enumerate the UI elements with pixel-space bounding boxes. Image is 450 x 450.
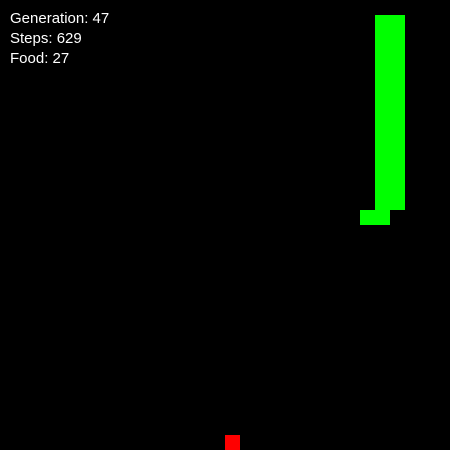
snake-segment bbox=[375, 45, 390, 60]
snake-segment bbox=[390, 150, 405, 165]
snake-segment bbox=[390, 30, 405, 45]
snake-segment bbox=[375, 75, 390, 90]
hud: Generation: 47 Steps: 629 Food: 27 bbox=[10, 9, 109, 69]
snake-segment bbox=[375, 60, 390, 75]
snake-segment bbox=[390, 60, 405, 75]
snake-segment bbox=[375, 30, 390, 45]
snake-segment bbox=[375, 120, 390, 135]
snake-segment bbox=[375, 135, 390, 150]
snake-segment bbox=[375, 15, 390, 30]
snake-segment bbox=[390, 195, 405, 210]
snake-segment bbox=[375, 210, 390, 225]
food-counter: Food: 27 bbox=[10, 49, 109, 69]
snake-segment bbox=[375, 105, 390, 120]
snake-segment bbox=[390, 120, 405, 135]
snake-segment bbox=[375, 150, 390, 165]
snake-segment bbox=[390, 165, 405, 180]
snake-segment bbox=[375, 90, 390, 105]
snake-segment bbox=[390, 15, 405, 30]
food-pellet bbox=[225, 435, 240, 450]
snake-segment bbox=[375, 165, 390, 180]
snake-segment bbox=[375, 195, 390, 210]
snake-segment bbox=[390, 105, 405, 120]
snake-segment bbox=[375, 180, 390, 195]
snake-segment bbox=[390, 180, 405, 195]
snake-segment bbox=[360, 210, 375, 225]
generation-counter: Generation: 47 bbox=[10, 9, 109, 29]
snake-segment bbox=[390, 90, 405, 105]
snake-segment bbox=[390, 135, 405, 150]
snake-segment bbox=[390, 75, 405, 90]
steps-counter: Steps: 629 bbox=[10, 29, 109, 49]
snake-segment bbox=[390, 45, 405, 60]
